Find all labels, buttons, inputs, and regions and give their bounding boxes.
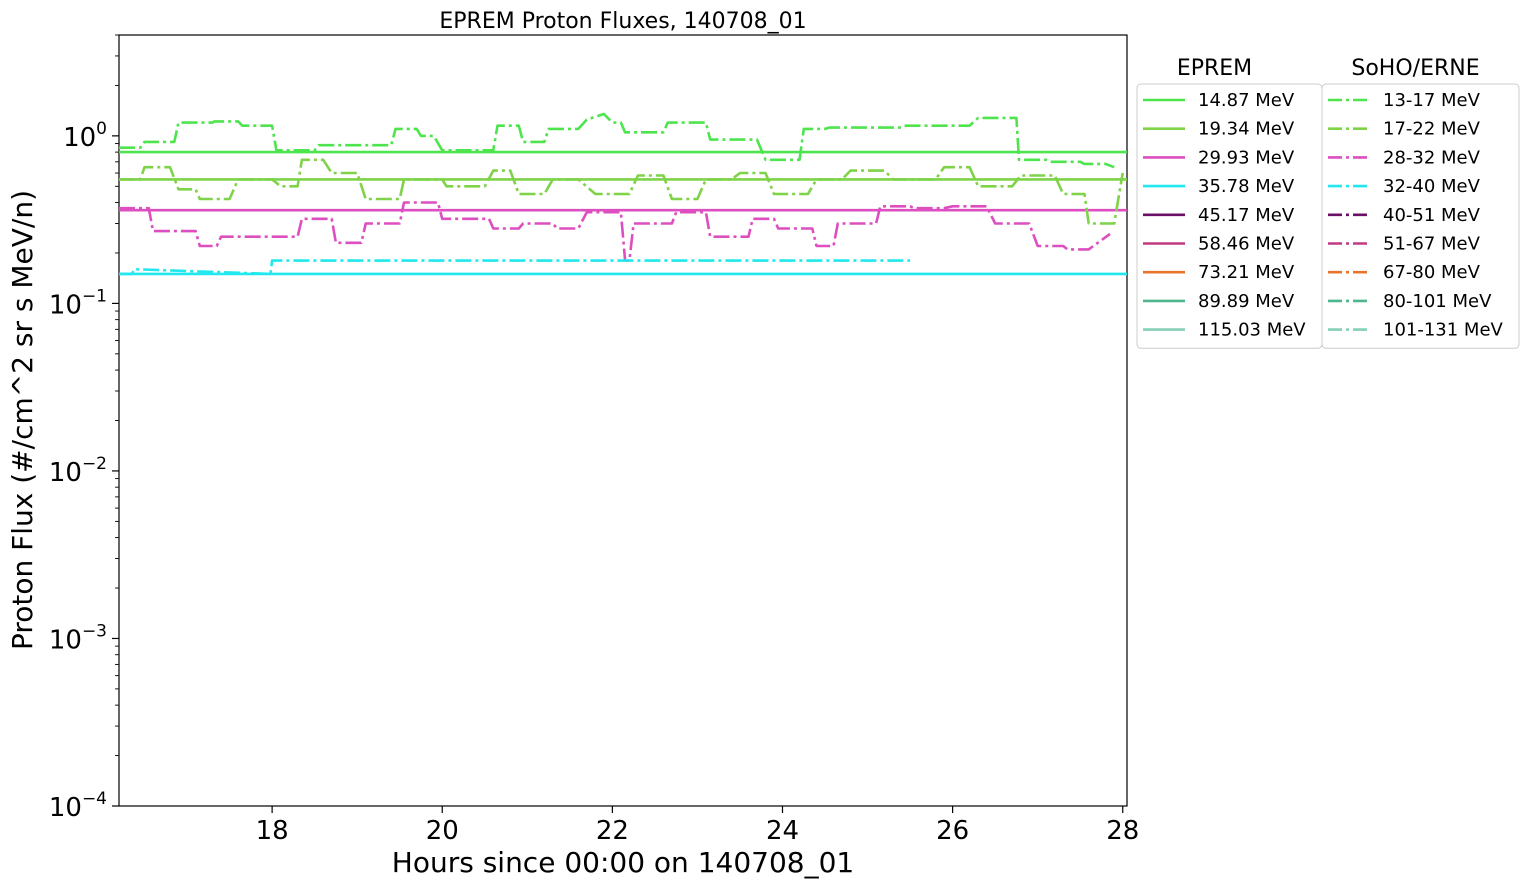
legend-label: 73.21 MeV — [1198, 262, 1295, 283]
legend-label: 19.34 MeV — [1198, 119, 1295, 140]
erne-series-line — [119, 259, 911, 276]
legend-label: 80-101 MeV — [1383, 291, 1492, 312]
legend-label: 29.93 MeV — [1198, 147, 1295, 168]
y-tick-label: 10−1 — [49, 286, 107, 320]
chart-title: EPREM Proton Fluxes, 140708_01 — [439, 9, 806, 34]
x-tick-label: 28 — [1106, 816, 1139, 846]
legend-title: EPREM — [1177, 56, 1252, 81]
x-tick-label: 26 — [936, 816, 969, 846]
series-layer — [119, 112, 1127, 276]
x-tick-label: 24 — [766, 816, 799, 846]
legend-label: 101-131 MeV — [1383, 320, 1504, 341]
x-axis-label: Hours since 00:00 on 140708_01 — [392, 846, 854, 879]
legend-layer: EPREM 14.87 MeV 19.34 MeV 29.93 MeV 35.78 Me… — [1136, 56, 1520, 349]
y-tick-label: 10−2 — [49, 454, 107, 488]
legend-label: 115.03 MeV — [1198, 320, 1306, 341]
plot-area — [118, 34, 1128, 807]
legend-label: 28-32 MeV — [1383, 147, 1481, 168]
y-axis-label: Proton Flux (#/cm^2 sr s MeV/n) — [6, 190, 39, 650]
legend-label: 45.17 MeV — [1198, 205, 1295, 226]
erne-series-line — [119, 158, 1124, 225]
legend-label: 51-67 MeV — [1383, 234, 1481, 255]
x-tick-label: 18 — [256, 816, 289, 846]
erne-series-line — [119, 112, 1115, 169]
legend-label: 40-51 MeV — [1383, 205, 1481, 226]
x-tick-label: 20 — [426, 816, 459, 846]
y-tick-label: 10−4 — [49, 789, 107, 823]
legend-box — [1321, 83, 1520, 349]
legend-label: 17-22 MeV — [1383, 119, 1481, 140]
x-tick-label: 22 — [596, 816, 629, 846]
legend-label: 13-17 MeV — [1383, 90, 1481, 111]
y-tick-label: 10−3 — [49, 621, 107, 655]
legend-label: 67-80 MeV — [1383, 262, 1481, 283]
y-tick-label: 100 — [63, 119, 107, 153]
legend-label: 35.78 MeV — [1198, 176, 1295, 197]
legend-label: 89.89 MeV — [1198, 291, 1295, 312]
legend-title: SoHO/ERNE — [1351, 56, 1479, 81]
legend-label: 58.46 MeV — [1198, 234, 1295, 255]
axis-layer: 18 20 22 24 26 28 10−4 10−3 10−2 10−1 100 — [49, 34, 1139, 846]
legend-label: 32-40 MeV — [1383, 176, 1481, 197]
legend-label: 14.87 MeV — [1198, 90, 1295, 111]
